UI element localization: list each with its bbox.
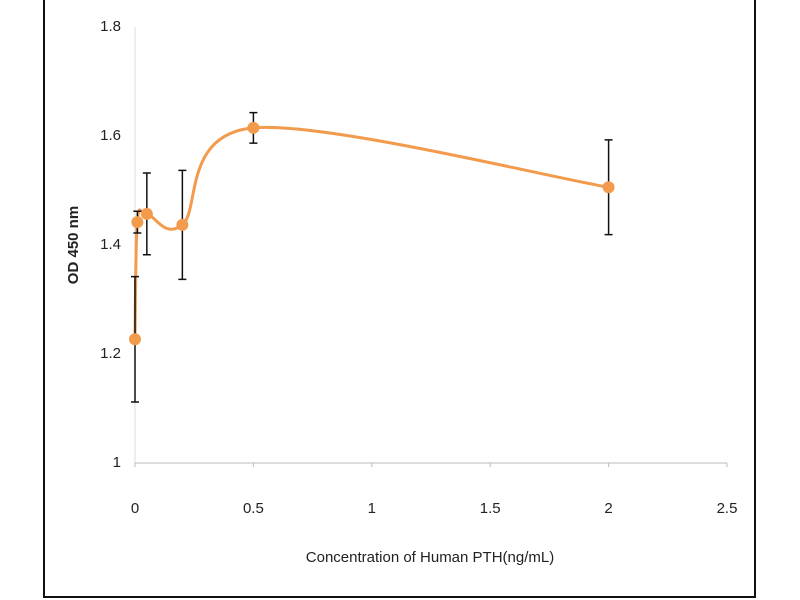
x-tick-label: 2.5 xyxy=(717,500,738,517)
x-axis-label: Concentration of Human PTH(ng/mL) xyxy=(306,549,554,566)
x-tick-label: 0 xyxy=(131,500,139,517)
point xyxy=(176,218,189,231)
x-tick-label: 2 xyxy=(604,500,612,517)
y-axis-label: OD 450 nm xyxy=(65,206,82,284)
x-tick-label: 0.5 xyxy=(243,500,264,517)
point xyxy=(129,333,141,346)
x-tick-label: 1 xyxy=(368,500,376,517)
point xyxy=(602,181,615,194)
x-tick-label: 1.5 xyxy=(480,500,501,517)
y-tick-label: 1.4 xyxy=(100,236,121,253)
frame xyxy=(43,0,756,598)
y-tick-label: 1 xyxy=(113,454,121,471)
point xyxy=(131,216,144,229)
y-tick-label: 1.2 xyxy=(100,345,121,362)
series-line xyxy=(133,125,609,340)
y-tick-label: 1.6 xyxy=(100,127,121,144)
point xyxy=(140,207,153,220)
point xyxy=(247,121,260,134)
y-tick-label: 1.8 xyxy=(100,18,121,35)
